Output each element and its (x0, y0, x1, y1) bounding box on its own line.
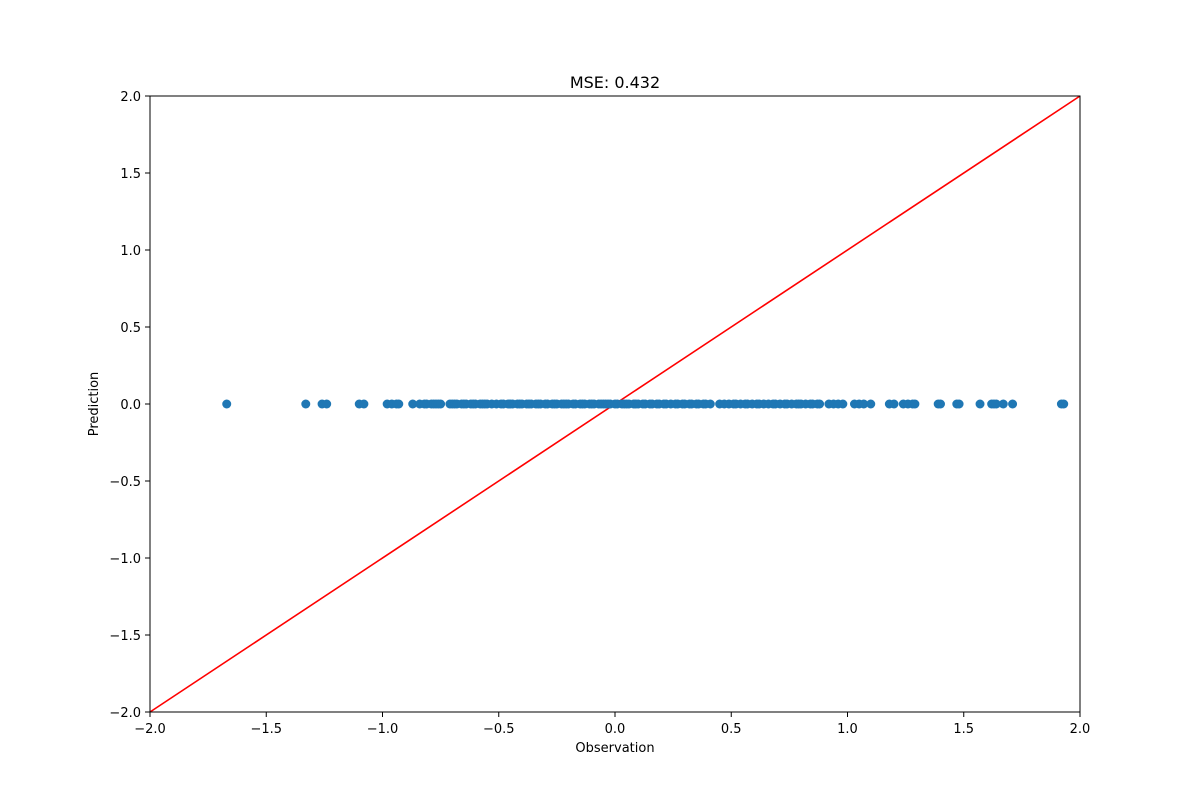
x-tick-label: 0.0 (605, 722, 626, 737)
y-tick-label: 1.5 (120, 167, 141, 182)
y-axis-ticks: −2.0 −1.5 −1.0 −0.5 0.0 0.5 1.0 1.5 2.0 (109, 90, 150, 721)
data-point (1008, 399, 1018, 409)
y-tick-label: 0.5 (120, 321, 141, 336)
data-point (991, 399, 1001, 409)
y-tick-label: −0.5 (109, 475, 141, 490)
plot-area (149, 95, 1081, 713)
data-point (889, 399, 899, 409)
data-point (936, 399, 945, 409)
x-tick-label: 1.5 (953, 722, 974, 737)
data-point (408, 399, 418, 409)
x-tick-label: −1.5 (250, 722, 282, 737)
data-point (859, 399, 869, 409)
x-tick-label: −1.0 (367, 722, 399, 737)
data-point (910, 399, 920, 409)
data-point (1059, 399, 1069, 409)
y-tick-label: 2.0 (120, 90, 141, 105)
y-tick-label: −1.0 (109, 552, 141, 567)
y-tick-label: 1.0 (120, 244, 141, 259)
data-point (815, 399, 825, 409)
chart-title: MSE: 0.432 (570, 73, 660, 92)
y-axis-label: Prediction (87, 372, 102, 437)
data-point (975, 399, 985, 409)
data-point (222, 399, 232, 409)
x-tick-label: 1.0 (837, 722, 858, 737)
data-point (394, 399, 404, 409)
data-point (301, 399, 311, 409)
data-point (866, 399, 876, 409)
data-point (838, 399, 848, 409)
data-point (998, 399, 1008, 409)
data-point (705, 399, 715, 409)
data-point (322, 399, 332, 409)
x-tick-label: −2.0 (134, 722, 166, 737)
x-tick-label: 2.0 (1070, 722, 1091, 737)
x-tick-label: 0.5 (721, 722, 742, 737)
data-point (359, 399, 369, 409)
x-axis-ticks: −2.0 −1.5 −1.0 −0.5 0.0 0.5 1.0 1.5 2.0 (134, 712, 1090, 737)
y-tick-label: 0.0 (120, 398, 141, 413)
data-point (954, 399, 964, 409)
x-tick-label: −0.5 (483, 722, 515, 737)
points-layer (222, 399, 1069, 409)
x-axis-label: Observation (575, 741, 654, 756)
data-point (436, 399, 446, 409)
y-tick-label: −2.0 (109, 706, 141, 721)
y-tick-label: −1.5 (109, 629, 141, 644)
